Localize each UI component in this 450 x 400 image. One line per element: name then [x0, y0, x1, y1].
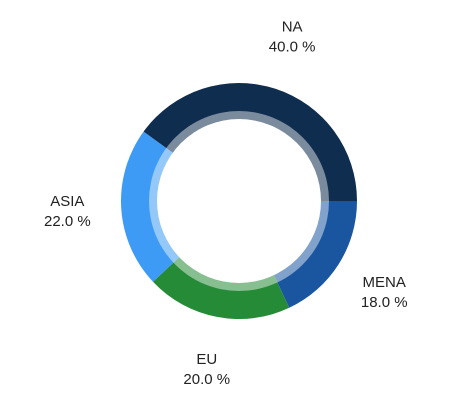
slice-label: NA: [282, 18, 303, 35]
slice-label: EU: [196, 351, 217, 368]
slice-value-label: 40.0 %: [269, 38, 316, 55]
donut-hole: [157, 119, 321, 283]
slice-value-label: 22.0 %: [44, 213, 91, 230]
slice-value-label: 20.0 %: [183, 371, 230, 388]
slice-label: MENA: [363, 274, 406, 291]
slice-label: ASIA: [50, 193, 84, 210]
slice-value-label: 18.0 %: [361, 294, 408, 311]
